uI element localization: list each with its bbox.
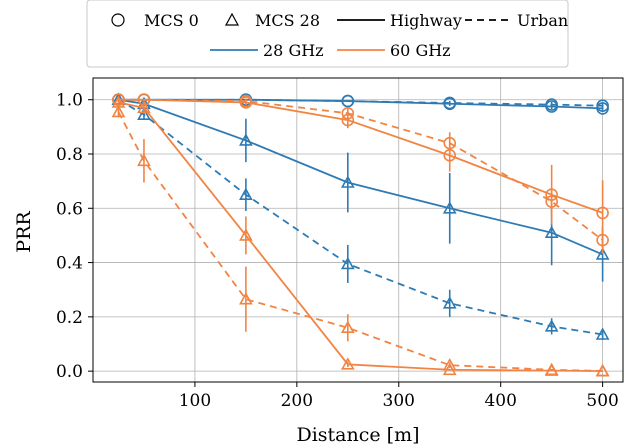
series-28ghz-mcs0-urban xyxy=(112,93,609,112)
series-28ghz-mcs28-urban xyxy=(111,92,610,340)
series-60ghz-mcs0-urban xyxy=(112,93,609,254)
x-axis-label: Distance [m] xyxy=(296,424,419,446)
legend-label-mcs0: MCS 0 xyxy=(144,11,199,30)
data-point-triangle xyxy=(442,201,457,214)
x-tick-label: 300 xyxy=(383,391,415,411)
data-point-triangle xyxy=(544,362,559,376)
data-point-circle xyxy=(596,206,609,220)
legend-circle-marker xyxy=(111,13,125,27)
x-tick-label: 200 xyxy=(281,391,313,411)
legend-box xyxy=(86,0,569,68)
legend-label-urban: Urban xyxy=(517,11,568,30)
data-point-circle xyxy=(239,94,253,108)
y-tick-label: 0.4 xyxy=(56,254,83,274)
x-ticks: 100 200 300 400 500 xyxy=(179,382,619,411)
data-point-triangle xyxy=(239,228,253,241)
data-point-circle xyxy=(545,195,558,208)
data-point-triangle xyxy=(595,247,610,260)
y-tick-label: 1.0 xyxy=(56,91,83,111)
x-tick-label: 400 xyxy=(484,391,516,411)
legend-triangle-marker xyxy=(224,12,240,26)
data-point-circle xyxy=(443,136,457,150)
legend-label-60ghz: 60 GHz xyxy=(390,41,451,60)
y-tick-label: 0.8 xyxy=(56,145,83,165)
legend-label-mcs28: MCS 28 xyxy=(255,11,320,30)
series-60ghz-mcs28-highway xyxy=(111,95,610,377)
data-point-circle xyxy=(596,233,609,247)
legend-label-highway: Highway xyxy=(390,11,462,30)
data-point-triangle xyxy=(239,292,253,305)
y-tick-label: 0.2 xyxy=(56,308,83,328)
series-28ghz-mcs0-highway xyxy=(112,93,609,115)
legend-label-28ghz: 28 GHz xyxy=(263,41,324,60)
series-60ghz-mcs28-urban xyxy=(111,104,610,377)
data-point-circle xyxy=(545,98,558,111)
data-point-triangle xyxy=(137,100,151,114)
data-point-triangle xyxy=(340,256,355,270)
x-tick-label: 500 xyxy=(586,391,618,411)
x-tick-label: 100 xyxy=(179,391,211,411)
data-point-triangle xyxy=(340,357,355,370)
series-line xyxy=(118,101,603,373)
series-line xyxy=(118,98,603,256)
data-point-circle xyxy=(596,99,609,112)
data-point-triangle xyxy=(137,107,151,120)
data-point-triangle xyxy=(544,225,559,239)
y-ticks: 0.0 0.2 0.4 0.6 0.8 1.0 xyxy=(56,91,93,382)
data-point-triangle xyxy=(442,296,457,309)
data-point-triangle xyxy=(544,319,559,332)
series-line xyxy=(117,111,603,372)
data-point-triangle xyxy=(239,133,253,146)
data-point-circle xyxy=(443,96,457,110)
data-point-triangle xyxy=(111,104,126,118)
data-point-triangle xyxy=(137,153,151,167)
data-point-triangle xyxy=(595,363,610,377)
data-point-triangle xyxy=(239,187,253,201)
plot-frame xyxy=(92,77,624,383)
series-line xyxy=(118,98,603,336)
data-point-circle xyxy=(341,106,355,120)
y-axis-label: PRR xyxy=(13,211,35,253)
series-line xyxy=(118,98,604,241)
data-point-triangle xyxy=(595,327,610,340)
data-point-triangle xyxy=(340,175,355,188)
y-tick-label: 0.6 xyxy=(56,199,83,219)
data-point-triangle xyxy=(442,358,457,371)
series-layer xyxy=(111,92,610,377)
y-tick-label: 0.0 xyxy=(56,362,83,382)
legend: MCS 0 MCS 28 Highway Urban 28 GHz 60 GHz xyxy=(86,0,569,68)
data-point-circle xyxy=(341,94,355,108)
data-point-triangle xyxy=(340,320,355,334)
